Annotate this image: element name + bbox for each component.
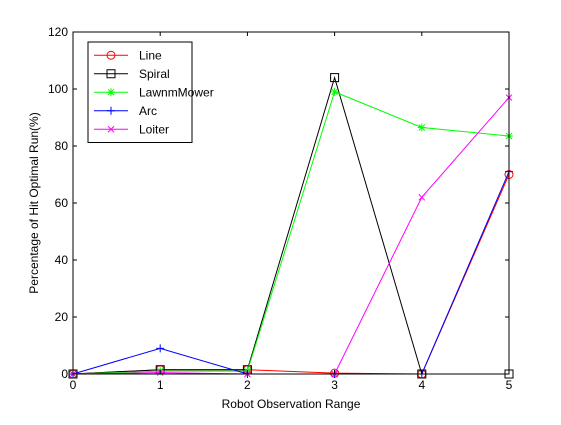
legend-item-lawnmmower: LawnmMower [94, 85, 214, 99]
y-tick-label: 60 [55, 196, 69, 210]
legend: Line Spiral LawnmMower Arc Loiter [87, 41, 214, 143]
legend-label-lawnmmower: LawnmMower [139, 85, 214, 99]
y-tick-label: 100 [48, 82, 68, 96]
legend-marker-spiral [106, 69, 116, 79]
legend-item-loiter: Loiter [94, 122, 169, 136]
legend-marker-lawnmmower [107, 88, 115, 97]
legend-marker-line [106, 50, 116, 60]
legend-box [87, 41, 193, 143]
legend-label-line: Line [139, 48, 162, 62]
data-point-lawnmmower [417, 123, 426, 132]
data-point-lawnmmower [330, 87, 339, 96]
legend-marker-loiter [107, 125, 115, 133]
legend-label-loiter: Loiter [139, 122, 169, 136]
y-tick-label: 80 [55, 139, 69, 153]
data-point-arc [156, 344, 165, 353]
y-tick-label: 0 [61, 367, 68, 381]
legend-item-spiral: Spiral [94, 67, 170, 81]
legend-item-line: Line [94, 48, 162, 62]
y-tick-label: 20 [55, 310, 69, 324]
x-tick-label: 5 [506, 378, 513, 392]
x-tick-label: 1 [157, 378, 164, 392]
legend-item-arc: Arc [94, 104, 157, 118]
data-point-spiral [330, 73, 340, 83]
x-tick-label: 2 [244, 378, 251, 392]
series-line-lawnmmower [72, 91, 510, 375]
y-axis-label: Percentage of Hit Optimal Run(%) [27, 112, 41, 293]
x-tick-label: 0 [70, 378, 77, 392]
legend-label-arc: Arc [139, 104, 157, 118]
legend-label-spiral: Spiral [139, 67, 170, 81]
data-point-loiter [418, 193, 426, 201]
y-tick-label: 40 [55, 253, 69, 267]
x-tick-label: 4 [418, 378, 425, 392]
x-axis-label: Robot Observation Range [222, 397, 361, 411]
y-tick-label: 120 [48, 25, 68, 39]
x-tick-label: 3 [331, 378, 338, 392]
legend-marker-arc [107, 106, 115, 115]
